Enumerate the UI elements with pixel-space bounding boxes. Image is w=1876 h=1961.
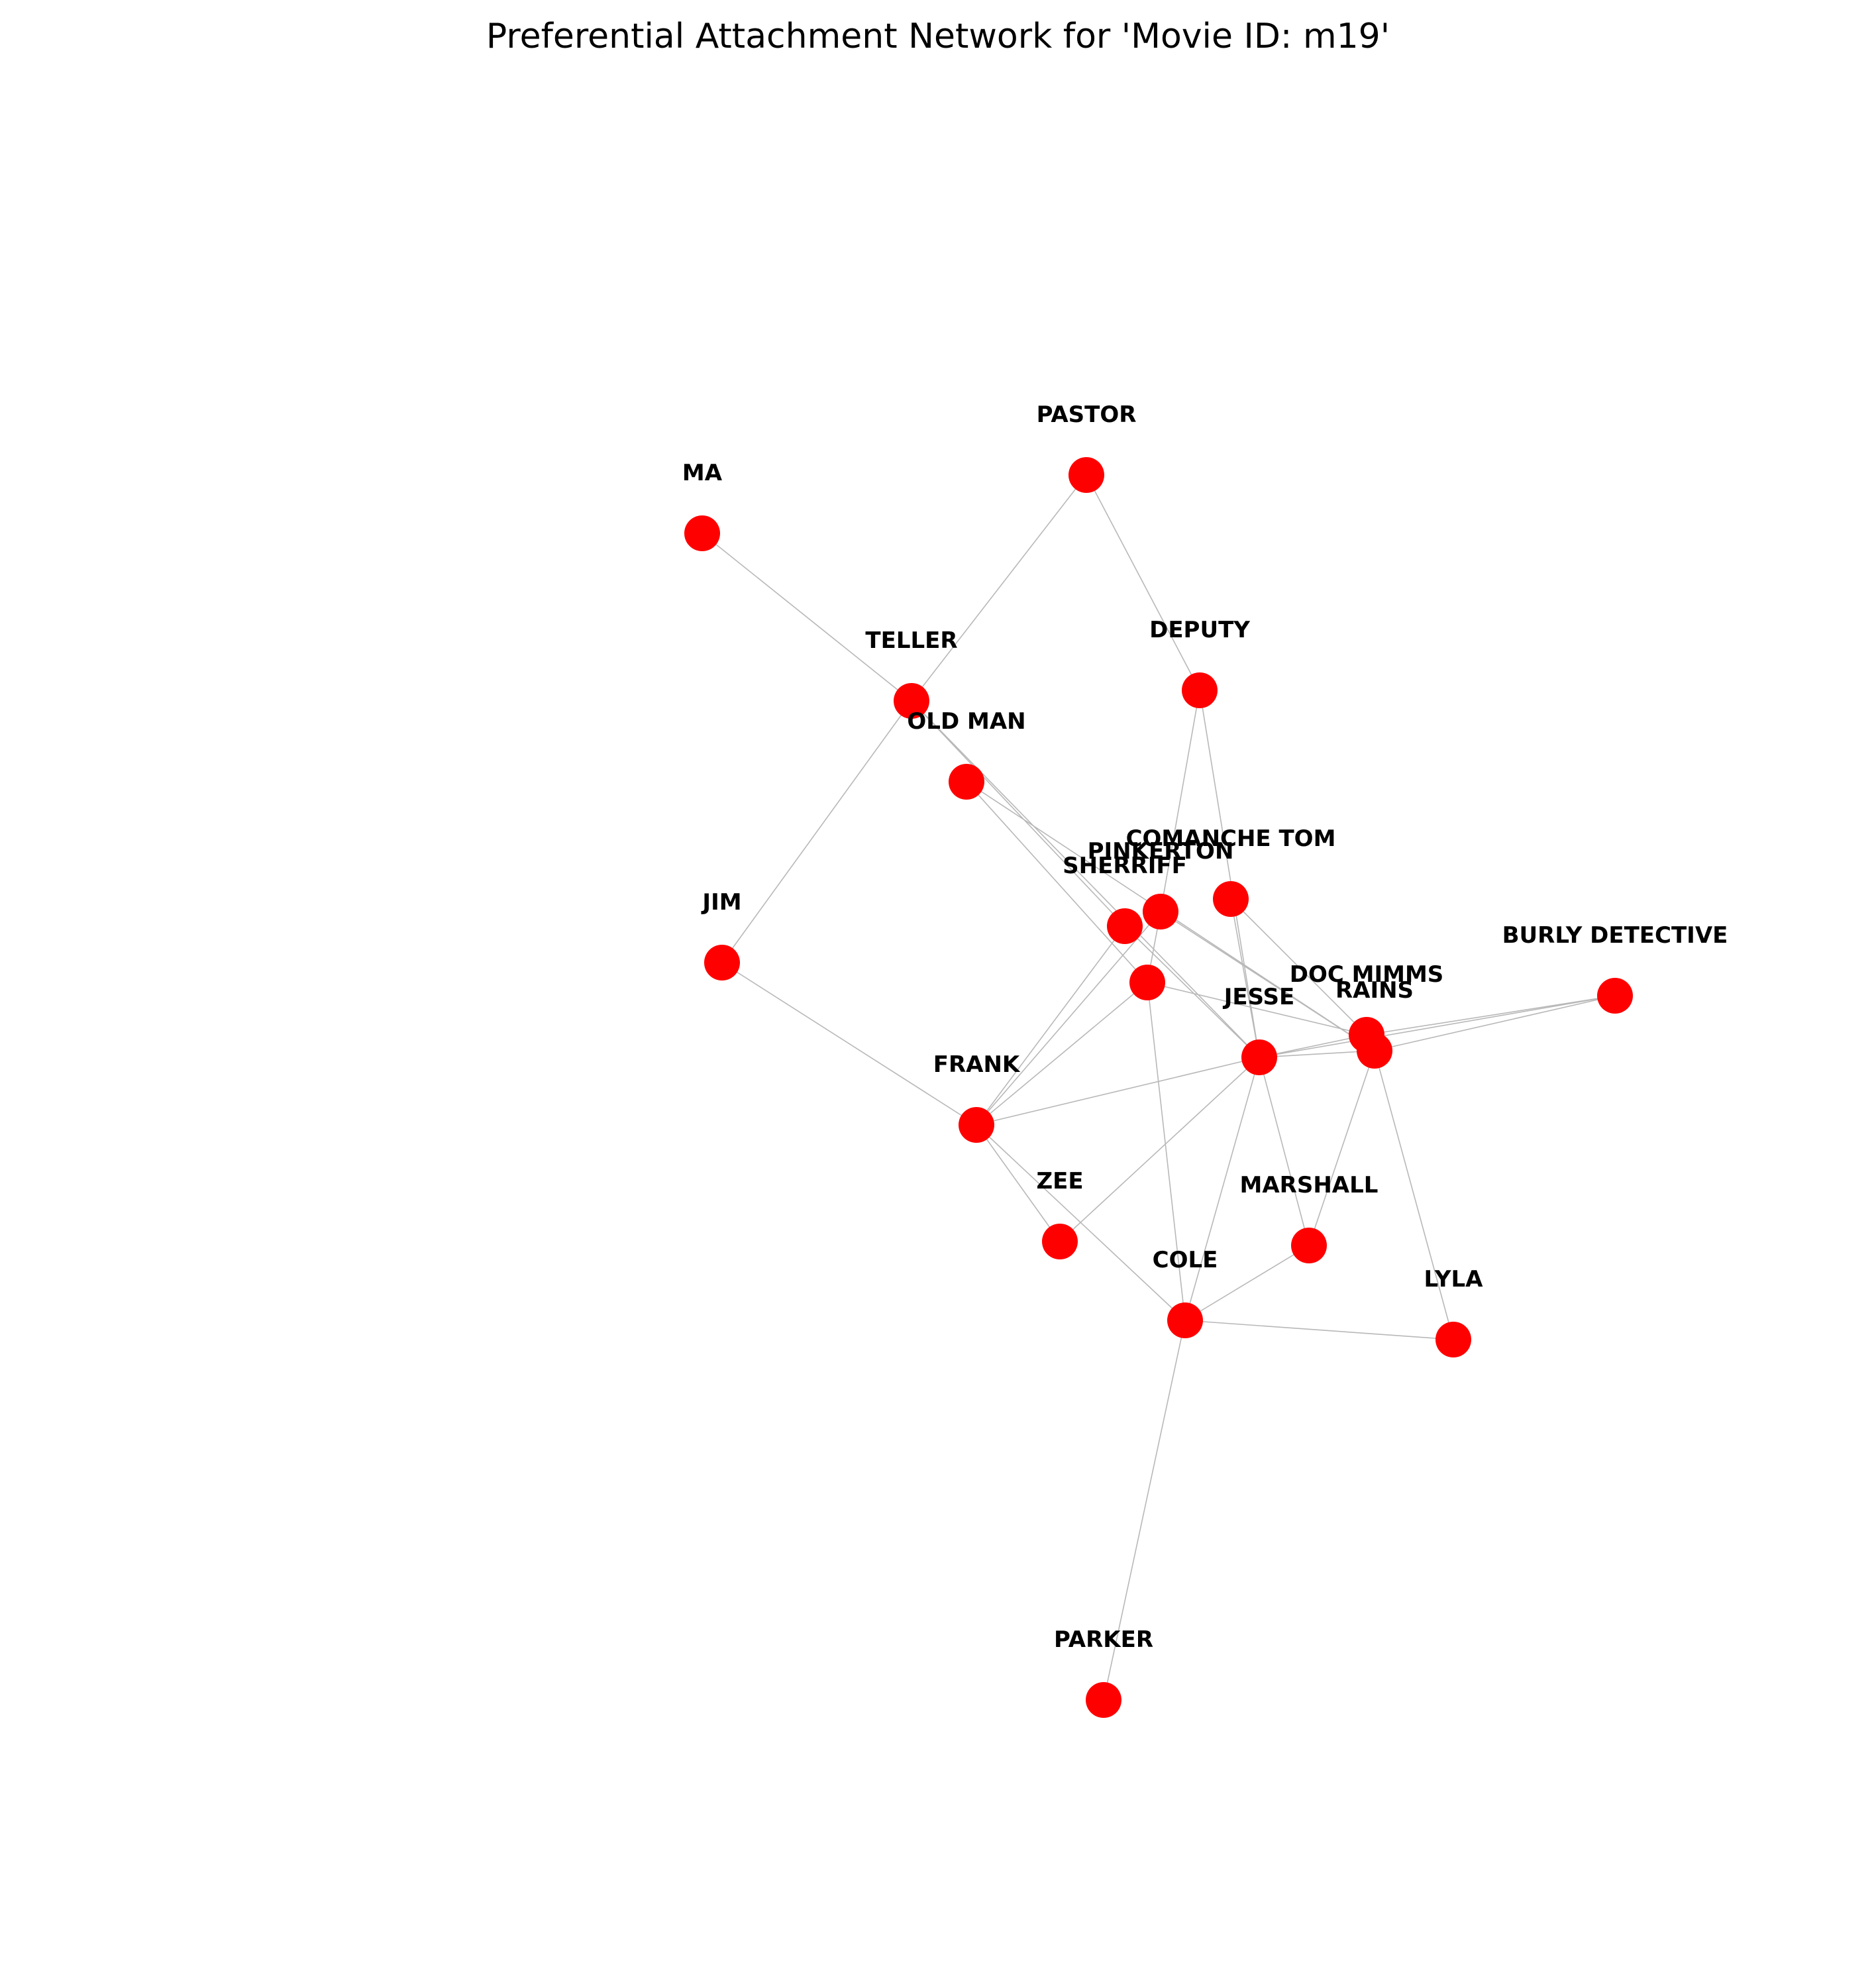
- node-cole[interactable]: [1167, 1302, 1203, 1338]
- node-deputy[interactable]: [1182, 672, 1218, 708]
- edge-jesse-frank: [976, 1057, 1260, 1126]
- node-teller[interactable]: [894, 683, 929, 719]
- node-pinkerton[interactable]: [1143, 894, 1178, 929]
- edge-unlabeled-frank: [976, 982, 1148, 1126]
- node-marshall[interactable]: [1291, 1228, 1327, 1263]
- edge-ma-teller: [702, 533, 912, 702]
- edge-comanche-tom-jesse: [1230, 898, 1260, 1058]
- node-layer: [684, 457, 1633, 1718]
- edge-burly-detective-jesse: [1259, 995, 1616, 1058]
- node-label-jesse: JESSE: [1223, 984, 1295, 1010]
- edge-unlabeled-cole: [1147, 982, 1186, 1321]
- edge-teller-jesse: [911, 700, 1260, 1058]
- chart-title: Preferential Attachment Network for 'Mov…: [486, 17, 1390, 56]
- node-label-ma: MA: [682, 460, 723, 486]
- edge-frank-zee: [976, 1124, 1061, 1242]
- edge-jesse-cole: [1184, 1057, 1260, 1321]
- edge-pastor-teller: [911, 474, 1087, 702]
- node-parker[interactable]: [1086, 1682, 1121, 1718]
- node-sherriff[interactable]: [1107, 908, 1143, 944]
- node-old-man[interactable]: [949, 764, 984, 800]
- node-label-zee: ZEE: [1036, 1168, 1083, 1194]
- edge-sherriff-frank: [976, 926, 1125, 1126]
- node-label-deputy: DEPUTY: [1149, 617, 1250, 643]
- edge-rains-marshall: [1308, 1050, 1375, 1246]
- edge-cole-lyla: [1184, 1320, 1454, 1340]
- node-jesse[interactable]: [1241, 1039, 1277, 1075]
- edge-jim-frank: [721, 962, 977, 1126]
- edge-unlabeled-doc-mimms: [1147, 982, 1367, 1035]
- edge-doc-mimms-jesse: [1259, 1034, 1367, 1058]
- edge-deputy-pinkerton: [1160, 690, 1200, 912]
- node-label-lyla: LYLA: [1424, 1266, 1484, 1293]
- node-label-rains: RAINS: [1335, 977, 1414, 1004]
- edge-pastor-deputy: [1086, 474, 1200, 691]
- node-label-burly-detective: BURLY DETECTIVE: [1502, 922, 1728, 949]
- edge-teller-sherriff: [911, 700, 1125, 927]
- edge-teller-jim: [721, 700, 912, 963]
- node-comanche-tom[interactable]: [1213, 881, 1249, 917]
- edge-deputy-jesse: [1199, 690, 1260, 1058]
- edge-rains-lyla: [1374, 1050, 1454, 1340]
- node-burly-detective[interactable]: [1597, 978, 1633, 1014]
- edge-jesse-zee: [1059, 1057, 1260, 1242]
- node-label-doc-mimms: DOC MIMMS: [1290, 961, 1444, 988]
- edge-sherriff-jesse: [1124, 926, 1260, 1058]
- node-lyla[interactable]: [1435, 1322, 1471, 1357]
- node-label-teller: TELLER: [865, 627, 957, 654]
- edge-layer: [702, 474, 1616, 1701]
- edge-pinkerton-rains: [1160, 911, 1375, 1051]
- node-ma[interactable]: [684, 515, 720, 551]
- node-frank[interactable]: [959, 1107, 994, 1143]
- edge-frank-cole: [976, 1124, 1186, 1321]
- node-pastor[interactable]: [1068, 457, 1104, 493]
- edge-jesse-marshall: [1259, 1057, 1310, 1246]
- node-unlabeled[interactable]: [1129, 965, 1165, 1000]
- node-label-cole: COLE: [1153, 1247, 1218, 1273]
- node-rains[interactable]: [1357, 1033, 1392, 1069]
- node-label-parker: PARKER: [1054, 1626, 1153, 1653]
- node-label-old-man: OLD MAN: [907, 708, 1025, 735]
- node-label-pastor: PASTOR: [1037, 401, 1137, 428]
- node-label-jim: JIM: [701, 889, 741, 916]
- edge-cole-parker: [1103, 1320, 1186, 1701]
- node-label-comanche-tom: COMANCHE TOM: [1126, 825, 1336, 852]
- node-label-marshall: MARSHALL: [1240, 1172, 1379, 1198]
- edge-rains-jesse: [1259, 1050, 1375, 1058]
- node-label-frank: FRANK: [933, 1051, 1021, 1078]
- node-zee[interactable]: [1042, 1224, 1078, 1259]
- edge-old-man-unlabeled: [966, 781, 1148, 983]
- node-label-pinkerton: PINKERTON: [1088, 838, 1234, 865]
- edge-comanche-tom-doc-mimms: [1230, 898, 1367, 1035]
- edge-burly-detective-doc-mimms: [1366, 995, 1616, 1035]
- node-jim[interactable]: [704, 945, 740, 980]
- edge-pinkerton-frank: [976, 911, 1161, 1126]
- node-label-sherriff: SHERRIFF: [1063, 853, 1187, 879]
- edge-burly-detective-rains: [1374, 995, 1616, 1051]
- edge-marshall-cole: [1184, 1245, 1310, 1321]
